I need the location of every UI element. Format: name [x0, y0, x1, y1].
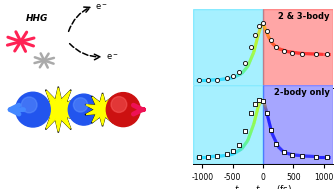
Bar — [193, 85, 263, 164]
Polygon shape — [33, 87, 84, 133]
Text: HHG: HHG — [26, 14, 48, 23]
Circle shape — [111, 97, 127, 112]
Text: 2 & 3-body: 2 & 3-body — [278, 12, 330, 21]
Bar — [193, 9, 263, 88]
Text: e$^-$: e$^-$ — [106, 53, 119, 62]
Circle shape — [106, 93, 140, 127]
Polygon shape — [34, 88, 82, 131]
Polygon shape — [85, 93, 120, 126]
Circle shape — [73, 98, 88, 112]
Text: 2-body only: 2-body only — [274, 88, 330, 97]
Bar — [263, 9, 333, 88]
Polygon shape — [86, 94, 119, 125]
Bar — [263, 85, 333, 164]
Text: e$^-$: e$^-$ — [95, 3, 108, 12]
Circle shape — [68, 94, 99, 125]
X-axis label: $t_{IR} - t_{HHG}$ (fs): $t_{IR} - t_{HHG}$ (fs) — [234, 184, 292, 189]
Circle shape — [15, 92, 50, 127]
Circle shape — [21, 97, 37, 113]
